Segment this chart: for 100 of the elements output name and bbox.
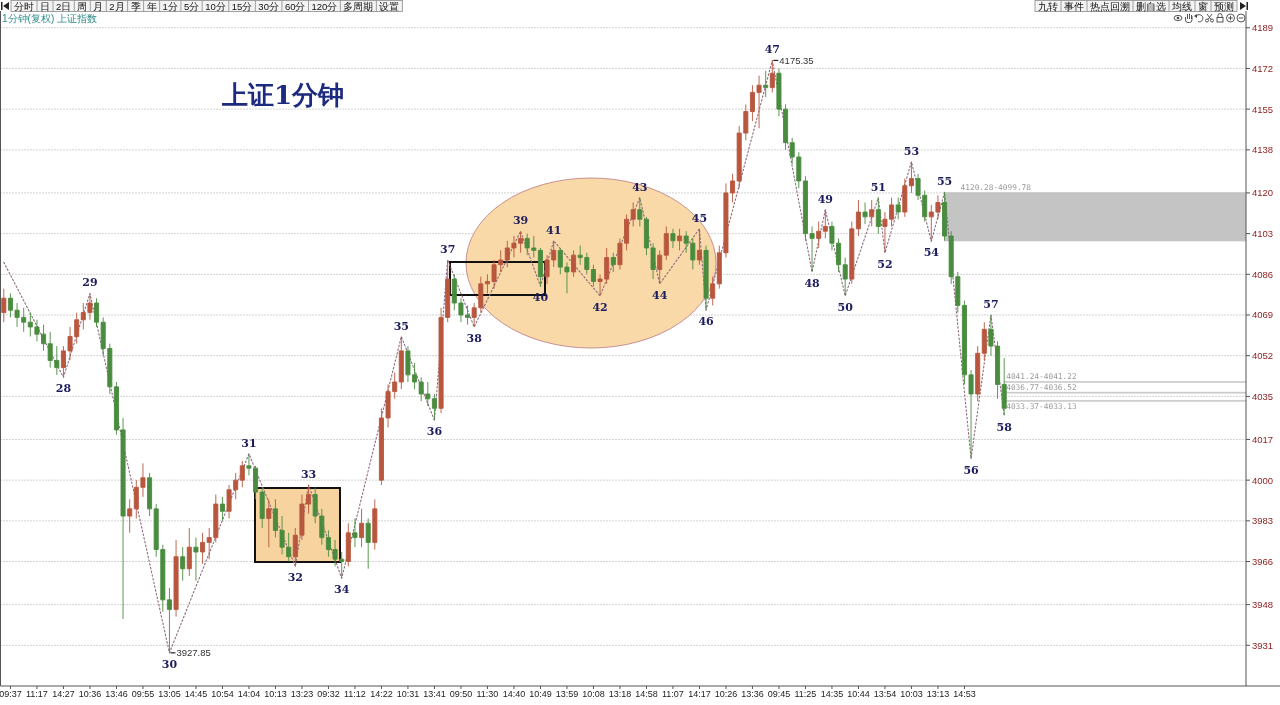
candlestick bbox=[266, 498, 272, 548]
candlestick bbox=[610, 252, 616, 273]
candlestick bbox=[173, 539, 179, 618]
annotation: 30 bbox=[161, 657, 178, 671]
annotation: 28 bbox=[55, 382, 72, 396]
candlestick bbox=[663, 225, 669, 261]
annotation: 51 bbox=[870, 180, 886, 194]
x-tick-label: 09:37 bbox=[0, 689, 22, 699]
annotation: 44 bbox=[652, 288, 668, 302]
candlestick bbox=[365, 518, 371, 570]
x-tick-label: 09:50 bbox=[449, 689, 473, 699]
candlestick bbox=[677, 228, 683, 251]
annotation: 50 bbox=[837, 300, 854, 314]
candlestick bbox=[657, 249, 663, 285]
x-tick-label: 14:35 bbox=[820, 689, 844, 699]
x-tick-label: 09:55 bbox=[131, 689, 155, 699]
x-tick-label: 11:12 bbox=[344, 689, 366, 699]
x-tick-label: 11:25 bbox=[794, 689, 817, 699]
candlestick bbox=[769, 59, 775, 93]
annotation: 33 bbox=[300, 467, 317, 481]
y-tick-label: 3948 bbox=[1252, 599, 1274, 611]
candlestick bbox=[670, 228, 676, 249]
y-tick-label: 3931 bbox=[1252, 639, 1274, 651]
x-tick-label: 13:54 bbox=[873, 689, 897, 699]
x-tick-label: 14:04 bbox=[237, 689, 261, 699]
x-tick-label: 10:13 bbox=[264, 689, 287, 699]
y-tick-label: 4155 bbox=[1252, 103, 1274, 115]
annotation: 47 bbox=[764, 43, 780, 57]
y-tick-label: 4086 bbox=[1252, 268, 1274, 280]
x-tick-label: 13:23 bbox=[290, 689, 314, 699]
x-tick-label: 09:32 bbox=[317, 689, 340, 699]
x-tick-label: 13:59 bbox=[555, 689, 579, 699]
annotation: 46 bbox=[698, 315, 715, 329]
candlestick bbox=[703, 245, 709, 311]
candlestick bbox=[398, 336, 404, 390]
annotation: 45 bbox=[691, 211, 708, 225]
candlestick bbox=[219, 496, 225, 522]
annotation: 37 bbox=[440, 242, 456, 256]
x-tick-label: 10:31 bbox=[396, 689, 420, 699]
annotation: 39 bbox=[512, 214, 529, 228]
annotation: 41 bbox=[546, 223, 562, 237]
x-tick-label: 10:03 bbox=[900, 689, 923, 699]
y-tick-label: 4069 bbox=[1252, 309, 1274, 321]
candlestick bbox=[193, 537, 199, 582]
y-tick-label: 4189 bbox=[1252, 22, 1274, 34]
candlestick bbox=[372, 498, 378, 551]
annotation: 29 bbox=[82, 276, 98, 290]
annotation: 3927.85 bbox=[176, 647, 211, 659]
annotation: 55 bbox=[936, 175, 953, 189]
y-tick-label: 4035 bbox=[1252, 390, 1274, 402]
annotation: 34 bbox=[334, 583, 350, 597]
annotation: 54 bbox=[923, 246, 940, 260]
y-tick-label: 4052 bbox=[1252, 350, 1274, 362]
x-tick-label: 11:30 bbox=[476, 689, 499, 699]
candlestick bbox=[875, 197, 881, 235]
annotation: 35 bbox=[393, 319, 409, 333]
x-tick-label: 14:22 bbox=[370, 689, 393, 699]
x-tick-label: 10:08 bbox=[582, 689, 605, 699]
candlestick bbox=[1, 288, 7, 323]
candlestick bbox=[352, 518, 358, 548]
candlestick bbox=[869, 199, 875, 227]
y-tick-label: 4120 bbox=[1252, 187, 1274, 199]
x-tick-label: 10:44 bbox=[847, 689, 870, 699]
annotation: 4175.35 bbox=[779, 54, 814, 66]
annotation: 43 bbox=[632, 180, 648, 194]
candlestick bbox=[180, 546, 186, 582]
x-tick-label: 11:07 bbox=[662, 689, 684, 699]
annotation: 57 bbox=[983, 297, 999, 311]
x-tick-label: 14:45 bbox=[184, 689, 208, 699]
candlestick bbox=[186, 527, 192, 577]
x-tick-label: 14:40 bbox=[502, 689, 526, 699]
candlestick bbox=[345, 522, 351, 567]
x-tick-label: 13:13 bbox=[926, 689, 950, 699]
x-tick-label: 10:26 bbox=[714, 689, 738, 699]
candlestick bbox=[981, 321, 987, 361]
chart-subtitle: 1分钟(复权) 上证指数 bbox=[2, 13, 97, 24]
candlestick bbox=[696, 228, 702, 266]
annotation: 58 bbox=[996, 420, 1013, 434]
candlestick bbox=[895, 197, 901, 220]
candlestick bbox=[862, 202, 868, 225]
x-tick-label: 13:18 bbox=[608, 689, 632, 699]
candlestick bbox=[816, 221, 822, 249]
x-tick-label: 13:36 bbox=[741, 689, 764, 699]
candlestick bbox=[359, 508, 365, 548]
annotation: 42 bbox=[592, 300, 608, 314]
x-tick-label: 13:41 bbox=[423, 689, 446, 699]
x-tick-label: 14:27 bbox=[52, 689, 75, 699]
x-tick-label: 11:17 bbox=[26, 689, 48, 699]
annotation: 56 bbox=[963, 463, 980, 477]
x-tick-label: 14:58 bbox=[635, 689, 658, 699]
text: 上证1分钟 bbox=[221, 80, 345, 110]
x-tick-label: 10:36 bbox=[78, 689, 102, 699]
y-tick-label: 4172 bbox=[1252, 62, 1274, 74]
y-tick-label: 4000 bbox=[1252, 474, 1274, 486]
annotation: 52 bbox=[877, 257, 893, 271]
candlestick bbox=[571, 249, 577, 278]
y-tick-label: 3983 bbox=[1252, 515, 1274, 527]
y-tick-label: 4017 bbox=[1252, 433, 1274, 445]
annotation: 38 bbox=[466, 331, 483, 345]
y-tick-label: 4103 bbox=[1252, 228, 1274, 240]
